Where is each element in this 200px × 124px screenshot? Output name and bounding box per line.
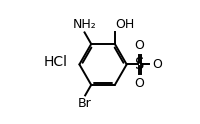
Text: O: O (134, 39, 144, 52)
Text: S: S (135, 57, 144, 72)
Text: HCl: HCl (44, 55, 68, 69)
Text: Br: Br (78, 97, 91, 110)
Text: O: O (153, 58, 163, 71)
Text: O: O (134, 77, 144, 90)
Text: NH₂: NH₂ (73, 18, 96, 31)
Text: OH: OH (115, 18, 135, 31)
